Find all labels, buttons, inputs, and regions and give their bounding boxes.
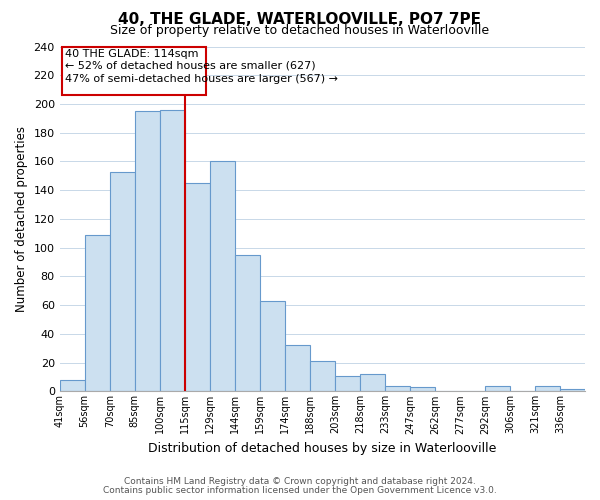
Text: Contains HM Land Registry data © Crown copyright and database right 2024.: Contains HM Land Registry data © Crown c… — [124, 477, 476, 486]
Text: 40 THE GLADE: 114sqm: 40 THE GLADE: 114sqm — [65, 48, 199, 58]
Bar — [310, 361, 335, 392]
Bar — [235, 255, 260, 392]
Text: ← 52% of detached houses are smaller (627): ← 52% of detached houses are smaller (62… — [65, 61, 316, 71]
Bar — [135, 111, 160, 392]
Bar — [485, 386, 510, 392]
Bar — [560, 388, 585, 392]
Text: Size of property relative to detached houses in Waterlooville: Size of property relative to detached ho… — [110, 24, 490, 37]
Text: 47% of semi-detached houses are larger (567) →: 47% of semi-detached houses are larger (… — [65, 74, 338, 84]
Bar — [62, 46, 206, 96]
Bar — [385, 386, 410, 392]
Bar — [535, 386, 560, 392]
Bar — [335, 376, 360, 392]
Bar — [160, 110, 185, 392]
Bar — [85, 235, 110, 392]
Text: 40, THE GLADE, WATERLOOVILLE, PO7 7PE: 40, THE GLADE, WATERLOOVILLE, PO7 7PE — [119, 12, 482, 28]
Text: Contains public sector information licensed under the Open Government Licence v3: Contains public sector information licen… — [103, 486, 497, 495]
Bar — [110, 172, 135, 392]
Y-axis label: Number of detached properties: Number of detached properties — [15, 126, 28, 312]
Bar — [410, 387, 435, 392]
Bar — [59, 380, 85, 392]
Bar — [210, 162, 235, 392]
Bar — [185, 183, 210, 392]
Bar — [360, 374, 385, 392]
Bar — [285, 346, 310, 392]
Bar — [260, 301, 285, 392]
X-axis label: Distribution of detached houses by size in Waterlooville: Distribution of detached houses by size … — [148, 442, 497, 455]
